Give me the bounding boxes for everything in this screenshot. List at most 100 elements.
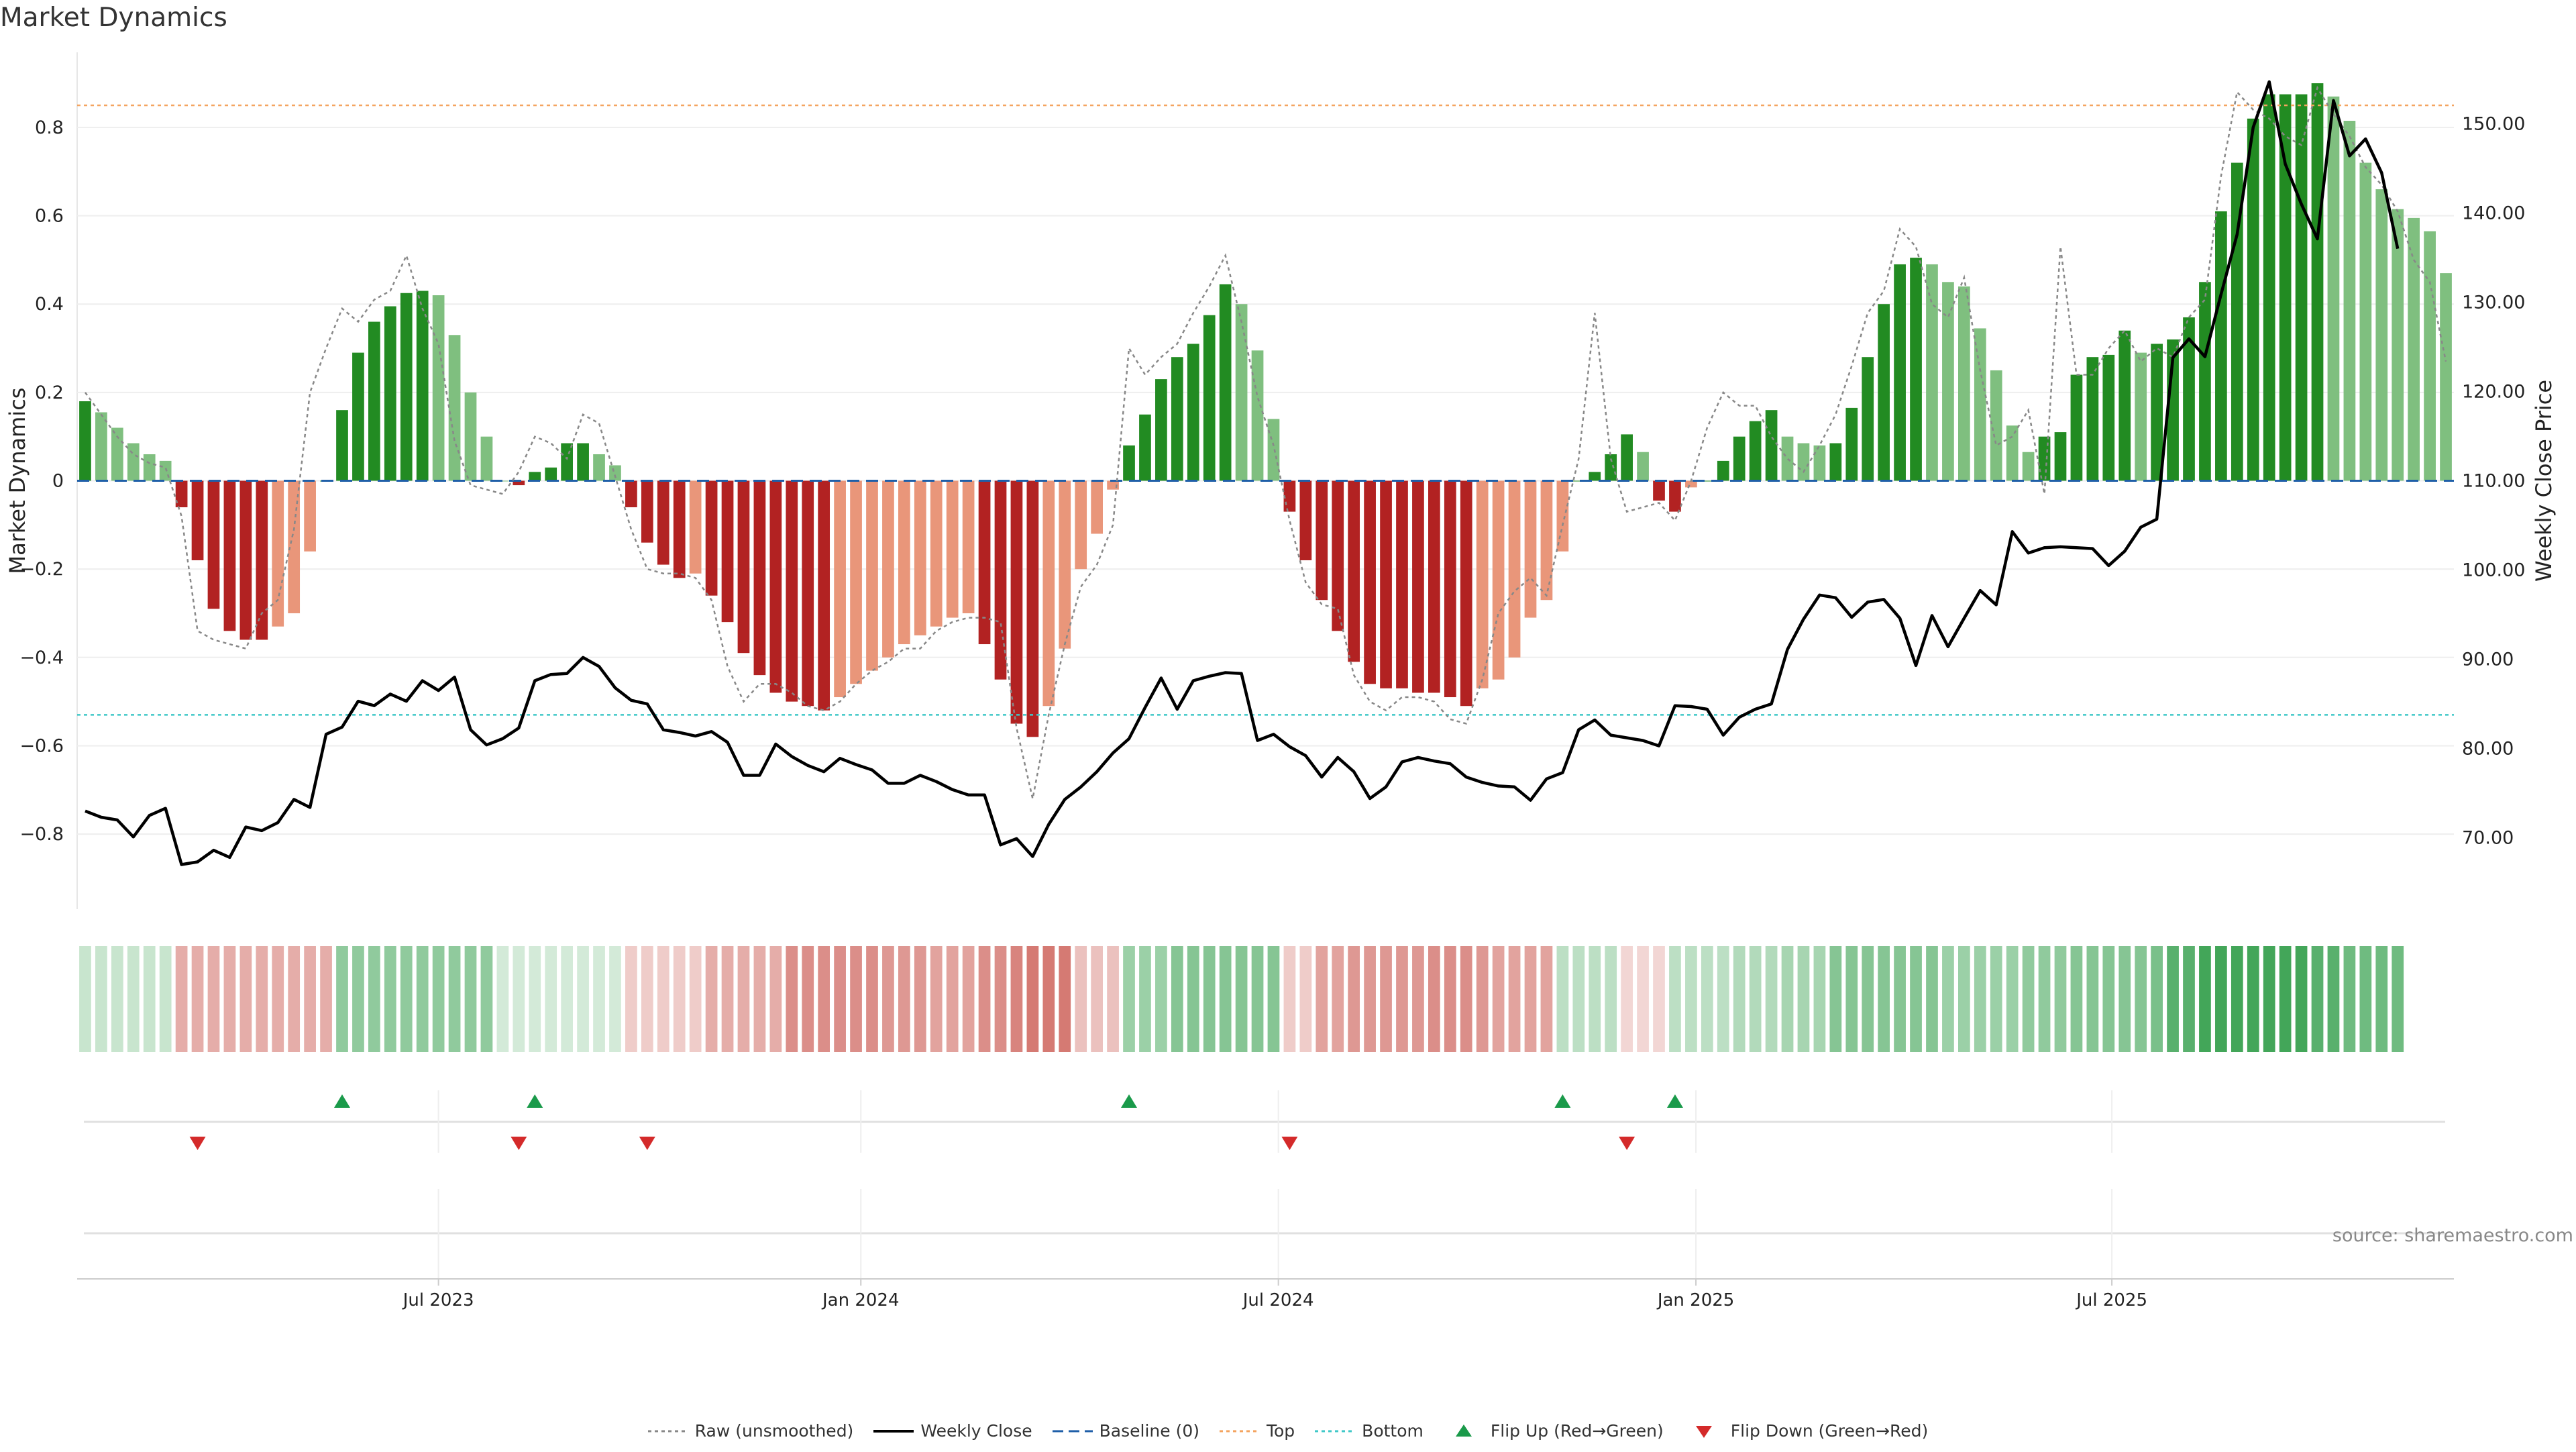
bar: [1829, 443, 1842, 481]
heat-cell: [1862, 946, 1874, 1052]
heat-cell: [352, 946, 364, 1052]
bar: [2022, 452, 2035, 481]
heat-cell: [1733, 946, 1746, 1052]
heat-cell: [1524, 946, 1537, 1052]
heat-cell: [1316, 946, 1328, 1052]
bar: [1235, 304, 1248, 481]
bar: [448, 335, 461, 481]
bar: [1926, 264, 1938, 481]
heat-cell: [1957, 946, 1970, 1052]
bar: [432, 295, 445, 481]
bar: [304, 480, 316, 552]
heat-cell: [930, 946, 943, 1052]
heat-cell: [2102, 946, 2115, 1052]
flip-up-marker: [527, 1094, 543, 1108]
heat-cell: [625, 946, 637, 1052]
heat-cell: [737, 946, 750, 1052]
close-legend-swatch: [873, 1429, 914, 1433]
heat-cell: [384, 946, 396, 1052]
bar: [1075, 480, 1087, 570]
bar: [223, 480, 236, 631]
heat-cell: [1894, 946, 1906, 1052]
bar: [256, 480, 268, 640]
heat-cell: [1171, 946, 1183, 1052]
bar: [1460, 480, 1472, 707]
heat-cell: [882, 946, 894, 1052]
bar: [1042, 480, 1055, 707]
bar: [1781, 436, 1794, 481]
bar: [1957, 286, 1970, 481]
heat-cell: [191, 946, 204, 1052]
heat-cell: [1235, 946, 1248, 1052]
heat-cell: [496, 946, 509, 1052]
bar: [786, 480, 798, 702]
bar: [2118, 330, 2131, 481]
heat-cell: [1364, 946, 1376, 1052]
heat-cell: [207, 946, 220, 1052]
heat-cell: [2167, 946, 2179, 1052]
bar: [288, 480, 301, 613]
left-tick-label: 0.8: [35, 117, 64, 138]
bar: [882, 480, 894, 658]
heat-cell: [786, 946, 798, 1052]
legend-label: Flip Down (Green→Red): [1730, 1421, 1929, 1441]
bar: [1862, 357, 1874, 481]
bar: [1572, 480, 1585, 482]
bar: [1813, 445, 1826, 481]
bar: [239, 480, 252, 640]
bar: [2054, 432, 2067, 481]
flip-down-marker: [1281, 1137, 1298, 1150]
heat-cell: [689, 946, 702, 1052]
bar: [2199, 282, 2211, 481]
flip-down-marker: [639, 1137, 655, 1150]
bar: [2135, 352, 2147, 481]
bar: [2151, 344, 2163, 481]
bar: [1251, 350, 1264, 481]
right-tick-label: 70.00: [2462, 828, 2514, 849]
heat-cell: [1396, 946, 1408, 1052]
right-tick-label: 120.00: [2462, 381, 2525, 402]
heat-cell: [336, 946, 348, 1052]
bar: [1283, 480, 1296, 512]
legend-label: Baseline (0): [1099, 1421, 1199, 1441]
bar: [207, 480, 220, 609]
bar: [1878, 304, 1890, 481]
legend-label: Top: [1266, 1421, 1295, 1441]
heat-cell: [304, 946, 316, 1052]
bar: [272, 480, 284, 627]
heat-cell: [1123, 946, 1135, 1052]
heat-cell: [320, 946, 332, 1052]
heat-cell: [288, 946, 301, 1052]
bar: [529, 472, 541, 481]
bar: [336, 410, 348, 481]
heat-cell: [2183, 946, 2195, 1052]
bar: [593, 454, 605, 481]
bar: [2038, 436, 2051, 481]
heat-cell: [143, 946, 156, 1052]
heat-cell: [1026, 946, 1039, 1052]
left-tick-label: −0.8: [19, 824, 64, 845]
bar: [1316, 480, 1328, 601]
heat-cell: [866, 946, 878, 1052]
heat-cell: [1637, 946, 1649, 1052]
heat-cell: [256, 946, 268, 1052]
heat-cell: [480, 946, 493, 1052]
bar: [2408, 217, 2420, 481]
heat-cell: [1797, 946, 1810, 1052]
heat-cell: [850, 946, 862, 1052]
bar: [1701, 480, 1713, 482]
heat-cell: [1669, 946, 1681, 1052]
heat-cell: [2086, 946, 2099, 1052]
bar: [352, 352, 364, 481]
bar: [159, 460, 172, 481]
left-axis-title: Market Dynamics: [5, 388, 30, 574]
bar: [1026, 480, 1039, 737]
legend-label: Flip Up (Red→Green): [1490, 1421, 1664, 1441]
bar: [1717, 460, 1729, 481]
heat-cell: [1813, 946, 1826, 1052]
bar: [930, 480, 943, 627]
bar: [191, 480, 204, 560]
heat-cell: [95, 946, 107, 1052]
bar: [2359, 162, 2372, 481]
